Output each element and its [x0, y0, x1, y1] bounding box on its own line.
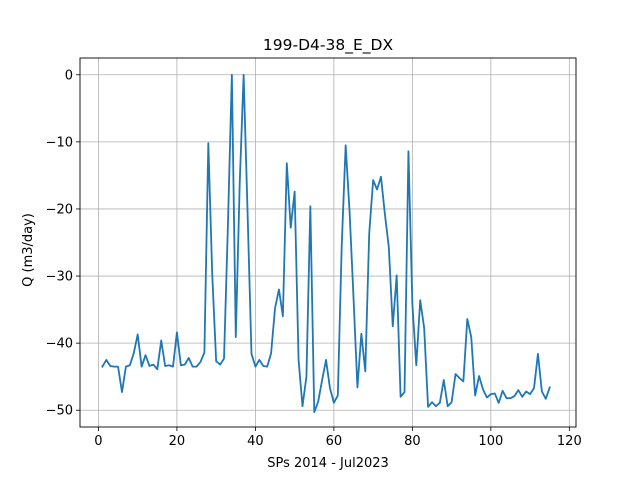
x-axis-ticks: 0 20 40 60 80 100 120	[94, 427, 582, 449]
x-tick-label: 120	[557, 434, 582, 449]
y-tick-label: −40	[46, 337, 73, 352]
x-tick-label: 80	[404, 434, 421, 449]
x-axis-label: SPs 2014 - Jul2023	[267, 456, 389, 471]
y-axis-ticks: 0 −10 −20 −30 −40 −50	[46, 68, 80, 419]
grid-lines	[80, 58, 576, 427]
series-layer	[101, 73, 551, 414]
y-tick-label: −10	[46, 135, 73, 150]
x-tick-label: 100	[478, 434, 503, 449]
chart-title: 199-D4-38_E_DX	[263, 36, 394, 55]
x-tick-label: 0	[94, 434, 102, 449]
plot-frame	[79, 57, 577, 428]
x-tick-label: 40	[247, 434, 264, 449]
x-tick-label: 20	[169, 434, 186, 449]
y-axis-label: Q (m3/day)	[21, 213, 36, 287]
series-line	[101, 73, 551, 414]
y-tick-label: −50	[46, 404, 73, 419]
y-tick-label: −20	[46, 202, 73, 217]
x-tick-label: 60	[326, 434, 343, 449]
y-tick-label: 0	[65, 68, 73, 83]
y-tick-label: −30	[46, 270, 73, 285]
